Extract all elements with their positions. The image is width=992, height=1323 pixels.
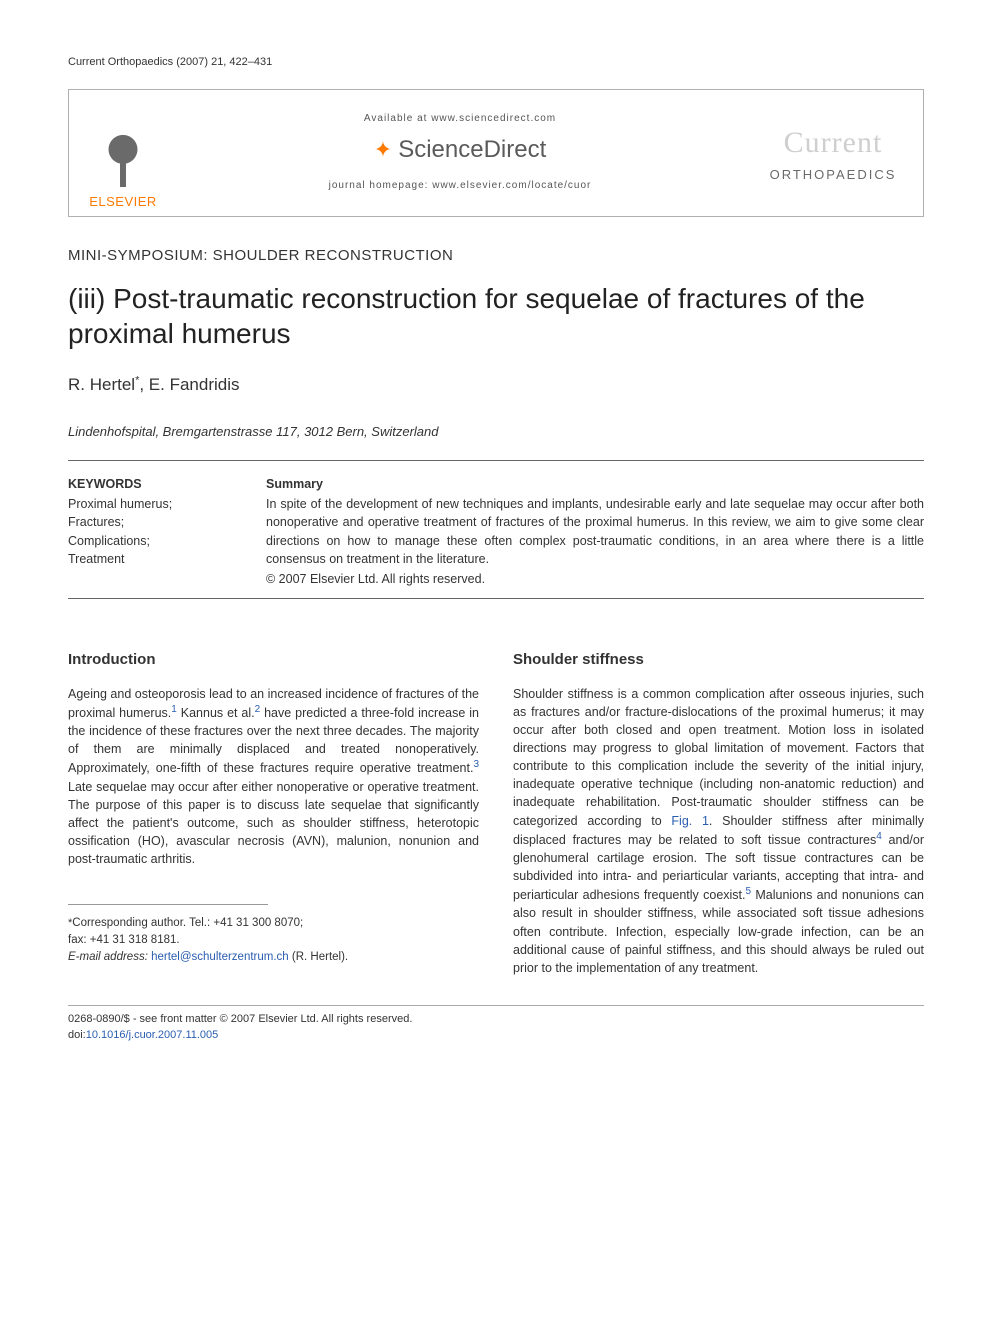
introduction-paragraph: Ageing and osteoporosis lead to an incre… <box>68 685 479 869</box>
sciencedirect-icon: ✦ <box>374 134 392 166</box>
sciencedirect-logo: ✦ ScienceDirect <box>374 133 547 168</box>
elsevier-logo-cell: ELSEVIER <box>69 90 177 216</box>
author-rest: , E. Fandridis <box>139 375 239 394</box>
header-center: Available at www.sciencedirect.com ✦ Sci… <box>177 90 743 216</box>
affiliation: Lindenhofspital, Bremgartenstrasse 117, … <box>68 423 924 442</box>
introduction-heading: Introduction <box>68 649 479 671</box>
journal-homepage: journal homepage: www.elsevier.com/locat… <box>329 179 592 194</box>
keywords-list: Proximal humerus; Fractures; Complicatio… <box>68 495 238 568</box>
left-column: Introduction Ageing and osteoporosis lea… <box>68 649 479 987</box>
journal-title-cell: Current ORTHOPAEDICS <box>743 90 923 216</box>
available-at: Available at www.sciencedirect.com <box>364 112 556 127</box>
keywords-summary-row: KEYWORDS Proximal humerus; Fractures; Co… <box>68 475 924 588</box>
summary-text: In spite of the development of new techn… <box>266 495 924 568</box>
footer-block: 0268-0890/$ - see front matter © 2007 El… <box>68 1005 924 1044</box>
keywords-column: KEYWORDS Proximal humerus; Fractures; Co… <box>68 475 238 588</box>
stiffness-heading: Shoulder stiffness <box>513 649 924 671</box>
summary-copyright: © 2007 Elsevier Ltd. All rights reserved… <box>266 570 924 588</box>
summary-column: Summary In spite of the development of n… <box>266 475 924 588</box>
correspondence-rule <box>68 904 268 905</box>
sciencedirect-wordmark: ScienceDirect <box>398 133 546 168</box>
running-head: Current Orthopaedics (2007) 21, 422–431 <box>68 55 924 71</box>
correspondence-block: *Corresponding author. Tel.: +41 31 300 … <box>68 904 479 965</box>
footer-line1: 0268-0890/$ - see front matter © 2007 El… <box>68 1012 924 1028</box>
section-label: MINI-SYMPOSIUM: SHOULDER RECONSTRUCTION <box>68 245 924 267</box>
corr-line2: fax: +41 31 318 8181. <box>68 932 479 949</box>
right-column: Shoulder stiffness Shoulder stiffness is… <box>513 649 924 987</box>
body-columns: Introduction Ageing and osteoporosis lea… <box>68 649 924 987</box>
journal-header: ELSEVIER Available at www.sciencedirect.… <box>68 89 924 217</box>
top-rule <box>68 460 924 461</box>
stiffness-paragraph: Shoulder stiffness is a common complicat… <box>513 685 924 977</box>
ref-3[interactable]: 3 <box>473 759 479 770</box>
journal-title-line2: ORTHOPAEDICS <box>770 166 897 185</box>
email-label: E-mail address: <box>68 951 148 963</box>
email-suffix: (R. Hertel). <box>289 951 348 963</box>
journal-title-line1: Current <box>784 121 883 165</box>
elsevier-tree-icon <box>94 127 152 191</box>
intro-text-b: Kannus et al. <box>177 706 255 720</box>
elsevier-wordmark: ELSEVIER <box>89 193 157 212</box>
summary-heading: Summary <box>266 475 924 493</box>
authors: R. Hertel*, E. Fandridis <box>68 373 924 398</box>
intro-text-d: Late sequelae may occur after either non… <box>68 780 479 867</box>
doi-prefix: doi: <box>68 1029 86 1041</box>
fig-1-link[interactable]: Fig. 1 <box>671 814 709 828</box>
stiff-text-a: Shoulder stiffness is a common complicat… <box>513 687 924 828</box>
keywords-heading: KEYWORDS <box>68 475 238 493</box>
doi-link[interactable]: 10.1016/j.cuor.2007.11.005 <box>86 1029 219 1041</box>
corr-line1: Corresponding author. Tel.: +41 31 300 8… <box>72 917 303 929</box>
bottom-rule <box>68 598 924 599</box>
article-title: (iii) Post-traumatic reconstruction for … <box>68 281 924 351</box>
author-1: R. Hertel <box>68 375 135 394</box>
email-link[interactable]: hertel@schulterzentrum.ch <box>151 951 289 963</box>
